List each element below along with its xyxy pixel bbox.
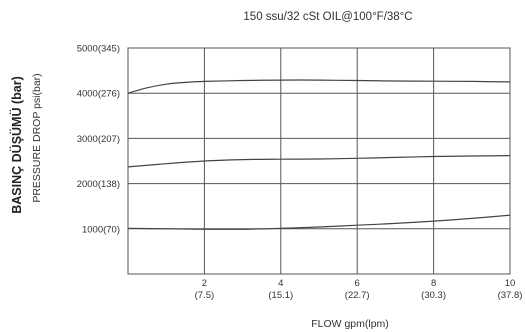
y-tick-label: 2000(138) xyxy=(77,179,120,190)
x-tick-label: 4 xyxy=(278,278,283,289)
series-line-2 xyxy=(127,155,511,168)
x-axis-label: FLOW gpm(lpm) xyxy=(311,318,389,330)
y-tick-label: 1000(70) xyxy=(82,224,120,235)
series xyxy=(127,79,511,230)
x-tick-sublabel: (37.8) xyxy=(498,290,523,301)
y-tick-label: 5000(345) xyxy=(77,44,120,55)
chart-title: 150 ssu/32 cSt OIL@100°F/38°C xyxy=(243,11,412,23)
x-tick-sublabel: (7.5) xyxy=(195,290,215,301)
x-tick-label: 6 xyxy=(355,278,360,289)
x-tick-label: 8 xyxy=(431,278,436,289)
x-tick-sublabel: (30.3) xyxy=(421,290,446,301)
x-tick-sublabel: (22.7) xyxy=(345,290,370,301)
x-tick-label: 10 xyxy=(505,278,516,289)
y-axis-titles: BASINÇ DÜŞÜMÜ (bar) PRESSURE DROP psi(ba… xyxy=(9,73,43,213)
series-line-3 xyxy=(127,214,511,230)
series-line-1 xyxy=(127,79,511,94)
x-tick-sublabel: (15.1) xyxy=(268,290,293,301)
y-axis-label: PRESSURE DROP psi(bar) xyxy=(31,73,43,202)
tick-labels: 1000(70) 2000(138) 3000(207) 4000(276) 5000(… xyxy=(77,44,523,302)
plot-frame xyxy=(127,47,511,275)
y-axis-label-secondary: BASINÇ DÜŞÜMÜ (bar) xyxy=(9,76,24,214)
y-tick-label: 4000(276) xyxy=(77,89,120,100)
x-tick-label: 2 xyxy=(202,278,207,289)
y-tick-label: 3000(207) xyxy=(77,134,120,145)
